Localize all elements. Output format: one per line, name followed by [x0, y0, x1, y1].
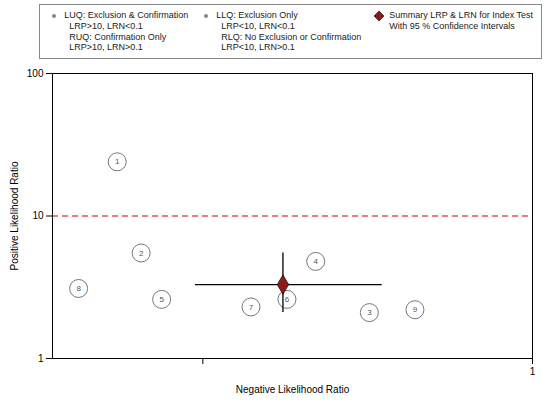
svg-text:6: 6 [285, 295, 290, 304]
svg-text:4: 4 [313, 257, 318, 266]
svg-text:2: 2 [139, 249, 144, 258]
svg-text:7: 7 [249, 303, 254, 312]
svg-text:100: 100 [27, 68, 44, 79]
html-text:Summary LRP & LRN for Index Te: Summary LRP & LRN for Index Test With 95… [389, 10, 533, 31]
svg-text:1: 1 [38, 353, 44, 364]
svg-text:9: 9 [413, 305, 418, 314]
svg-text:8: 8 [76, 284, 81, 293]
svg-text:Negative Likelihood Ratio: Negative Likelihood Ratio [236, 384, 350, 395]
svg-text:3: 3 [367, 308, 372, 317]
svg-text:1: 1 [530, 366, 536, 377]
svg-text:10: 10 [32, 210, 44, 221]
svg-text:1: 1 [115, 158, 120, 167]
html-text:LLQ: Exclusion Only LRP<10, LR: LLQ: Exclusion Only LRP<10, LRN<0.1 RLQ:… [216, 10, 362, 53]
svg-text:5: 5 [159, 295, 164, 304]
html-text:LUQ: Exclusion & Confirmation: LUQ: Exclusion & Confirmation LRP>10, LR… [64, 10, 189, 53]
svg-text:Positive Likelihood Ratio: Positive Likelihood Ratio [9, 161, 20, 270]
